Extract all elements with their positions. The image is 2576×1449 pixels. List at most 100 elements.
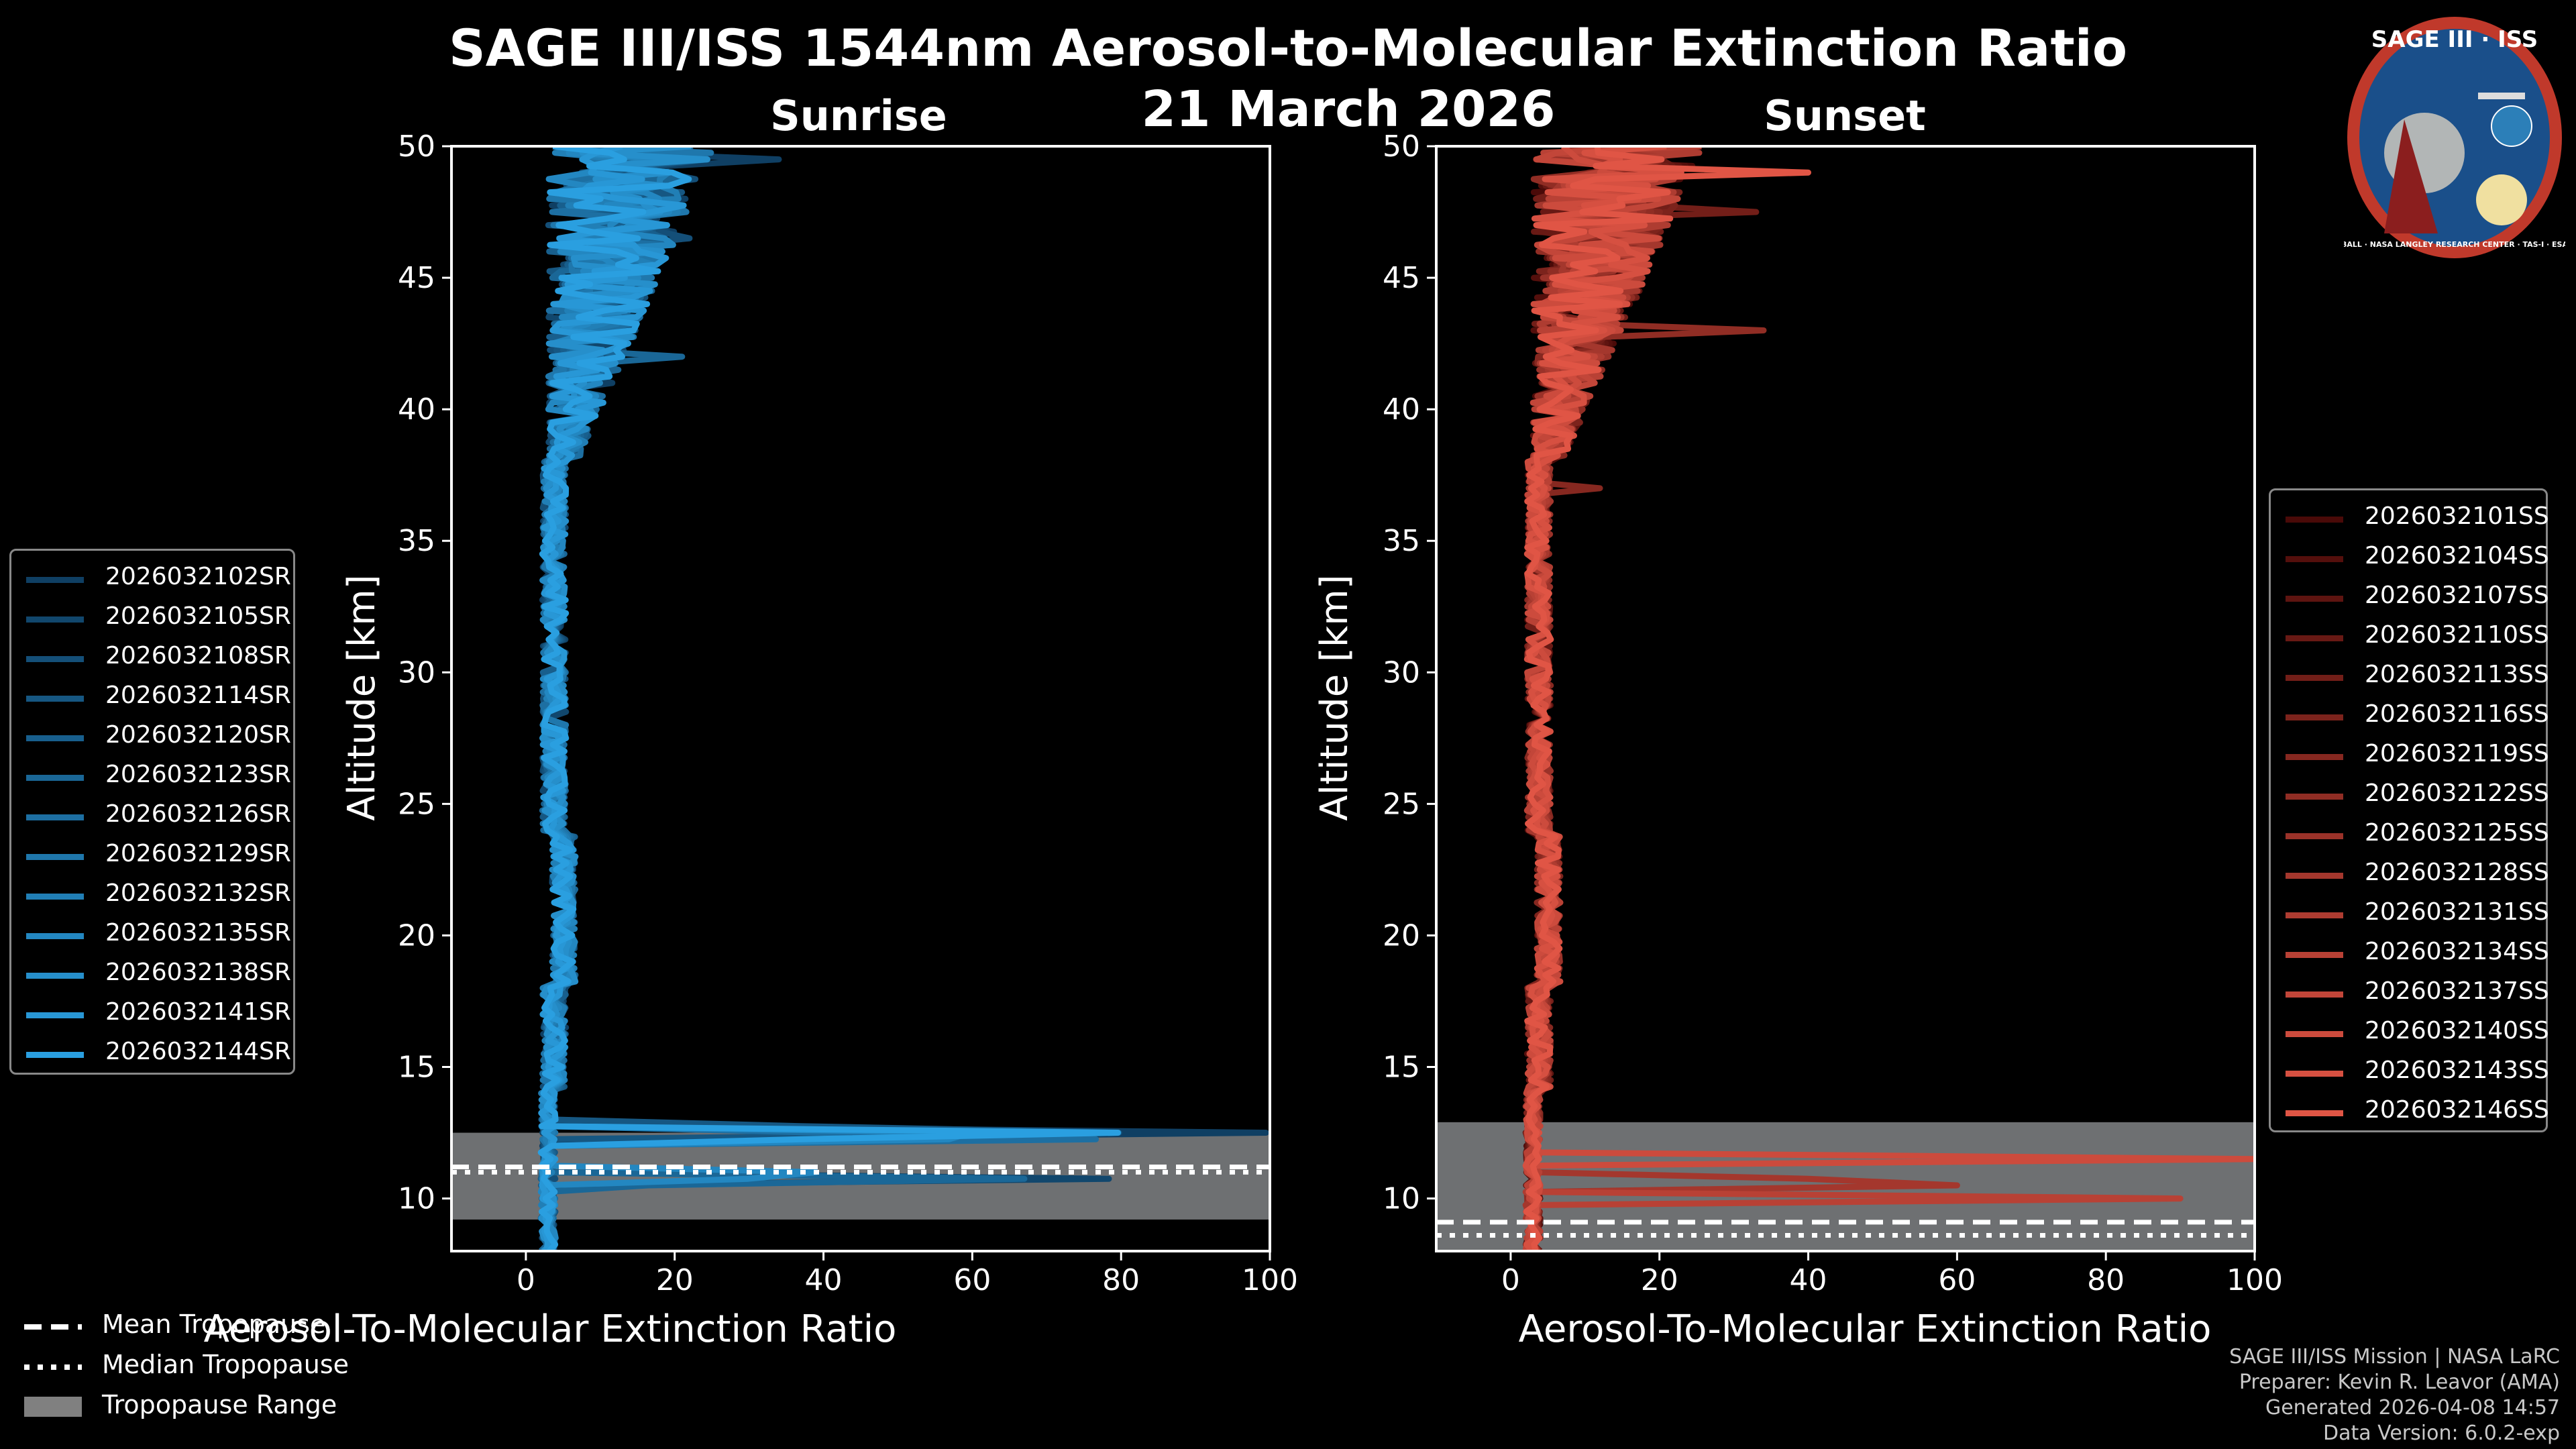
- legend-label: 2026032126SR: [105, 800, 291, 828]
- legend-swatch: [2286, 991, 2343, 998]
- legend-item-2026032113SS: 2026032113SS: [2286, 661, 2549, 694]
- y-tick-label: 30: [1383, 655, 1420, 690]
- legend-swatch: [2286, 596, 2343, 602]
- legend-item-2026032110SS: 2026032110SS: [2286, 621, 2549, 655]
- legend-item-2026032131SS: 2026032131SS: [2286, 898, 2549, 932]
- x-tick-label: 40: [805, 1263, 843, 1297]
- tropopause-legend: Mean Tropopause Median Tropopause Tropop…: [24, 1309, 400, 1430]
- profile-line-2026032143SS: [1522, 146, 1684, 1251]
- sunset-chart: 0 20 40 60 80 100 10 15 20 25 30 35 40 45 50 Aerosol-T…: [1315, 129, 2283, 1351]
- y-tick-label: 25: [1383, 787, 1420, 821]
- x-tick-label: 80: [1102, 1263, 1140, 1297]
- x-tick-label: 0: [1501, 1263, 1520, 1297]
- legend-item-2026032135SR: 2026032135SR: [26, 919, 291, 953]
- legend-swatch: [26, 616, 84, 623]
- legend-swatch: [2286, 1031, 2343, 1037]
- y-tick-label: 25: [398, 787, 435, 821]
- legend-swatch: [2286, 556, 2343, 562]
- legend-swatch: [26, 577, 84, 583]
- y-tick-label: 10: [398, 1182, 435, 1216]
- legend-swatch: [2286, 675, 2343, 681]
- sunrise-title: Sunrise: [770, 91, 947, 140]
- legend-label: 2026032137SS: [2365, 977, 2549, 1005]
- profile-line-2026032134SS: [1523, 146, 2184, 1251]
- plot-frame: [450, 145, 1271, 1252]
- legend-swatch: [26, 894, 84, 900]
- legend-swatch: [2286, 1071, 2343, 1077]
- legend-label: 2026032131SS: [2365, 898, 2549, 926]
- legend-label: 2026032122SS: [2365, 780, 2549, 807]
- x-tick-label: 80: [2087, 1263, 2125, 1297]
- legend-item-2026032143SS: 2026032143SS: [2286, 1057, 2549, 1090]
- legend-swatch: [2286, 714, 2343, 720]
- legend-item-2026032116SS: 2026032116SS: [2286, 700, 2549, 734]
- legend-item-2026032123SR: 2026032123SR: [26, 761, 291, 794]
- x-tick-label: 100: [1242, 1263, 1298, 1297]
- legend-swatch: [2286, 833, 2343, 839]
- legend-item-2026032132SR: 2026032132SR: [26, 879, 291, 913]
- y-tick-label: 30: [398, 655, 435, 690]
- legend-swatch: [26, 656, 84, 662]
- legend-label: 2026032116SS: [2365, 700, 2549, 728]
- legend-item-2026032108SR: 2026032108SR: [26, 642, 291, 676]
- y-tick-label: 15: [398, 1051, 435, 1085]
- sunrise-chart: 0 20 40 60 80 100 10 15 20 25 30 35 40 45 50 Aerosol-T…: [204, 129, 1298, 1351]
- logo-ring-text: BALL · NASA LANGLEY RESEARCH CENTER · TA…: [2344, 240, 2565, 249]
- legend-swatch: [26, 854, 84, 860]
- x-tick-label: 20: [656, 1263, 694, 1297]
- sunrise-ylabel: Altitude [km]: [340, 574, 384, 820]
- legend-label: 2026032143SS: [2365, 1057, 2549, 1084]
- legend-swatch: [26, 775, 84, 781]
- profile-line-2026032146SS: [1523, 146, 1811, 1251]
- legend-swatch: [2286, 952, 2343, 958]
- sunset-title: Sunset: [1764, 91, 1926, 140]
- legend-swatch: [26, 933, 84, 939]
- legend-item-2026032119SS: 2026032119SS: [2286, 740, 2549, 773]
- y-tick-label: 45: [398, 261, 435, 295]
- legend-swatch: [2286, 517, 2343, 523]
- main-title: SAGE III/ISS 1544nm Aerosol-to-Molecular…: [448, 18, 2128, 78]
- legend-item-2026032141SR: 2026032141SR: [26, 998, 291, 1032]
- legend-swatch: [2286, 1110, 2343, 1116]
- y-tick-label: 15: [1383, 1051, 1420, 1085]
- legend-item-2026032128SS: 2026032128SS: [2286, 859, 2549, 892]
- credits: SAGE III/ISS Mission | NASA LaRC Prepare…: [2229, 1344, 2560, 1446]
- legend-label: 2026032146SS: [2365, 1096, 2549, 1124]
- legend-item-2026032134SS: 2026032134SS: [2286, 938, 2549, 971]
- legend-item-2026032125SS: 2026032125SS: [2286, 819, 2549, 853]
- legend-item-2026032126SR: 2026032126SR: [26, 800, 291, 834]
- x-tick-label: 20: [1641, 1263, 1678, 1297]
- legend-label: 2026032141SR: [105, 998, 291, 1026]
- y-tick-label: 10: [1383, 1182, 1420, 1216]
- legend-swatch: [2286, 912, 2343, 918]
- legend-label: 2026032105SR: [105, 602, 291, 630]
- legend-swatch: [2286, 794, 2343, 800]
- sunrise-legend: 2026032102SR 2026032105SR 2026032108SR 2026…: [9, 549, 295, 1075]
- legend-item-2026032101SS: 2026032101SS: [2286, 502, 2549, 536]
- y-tick-label: 20: [398, 918, 435, 953]
- legend-label: 2026032138SR: [105, 959, 291, 986]
- legend-label: 2026032104SS: [2365, 542, 2549, 570]
- date-subtitle: 21 March 2026: [1141, 80, 1556, 138]
- legend-label: 2026032119SS: [2365, 740, 2549, 767]
- x-tick-label: 100: [2226, 1263, 2283, 1297]
- legend-label: 2026032113SS: [2365, 661, 2549, 688]
- legend-label: 2026032123SR: [105, 761, 291, 788]
- legend-label: 2026032114SR: [105, 682, 291, 709]
- legend-item-2026032122SS: 2026032122SS: [2286, 780, 2549, 813]
- profile-line-2026032102SR: [538, 146, 1269, 1251]
- legend-item-2026032102SR: 2026032102SR: [26, 563, 291, 596]
- legend-label: 2026032129SR: [105, 840, 291, 867]
- sunrise-xlabel: Aerosol-To-Molecular Extinction Ratio: [204, 1307, 897, 1351]
- legend-swatch: [26, 735, 84, 741]
- legend-item-2026032146SS: 2026032146SS: [2286, 1096, 2549, 1130]
- credit-version: Data Version: 6.0.2-exp: [2322, 1421, 2560, 1445]
- legend-swatch: [26, 973, 84, 979]
- x-tick-label: 60: [953, 1263, 991, 1297]
- profile-line-2026032144SR: [537, 146, 1122, 1251]
- legend-label: 2026032125SS: [2365, 819, 2549, 847]
- legend-label: 2026032140SS: [2365, 1017, 2549, 1044]
- legend-label: 2026032144SR: [105, 1038, 291, 1065]
- legend-swatch: [26, 1012, 84, 1018]
- legend-median-tropopause: Median Tropopause: [24, 1350, 349, 1379]
